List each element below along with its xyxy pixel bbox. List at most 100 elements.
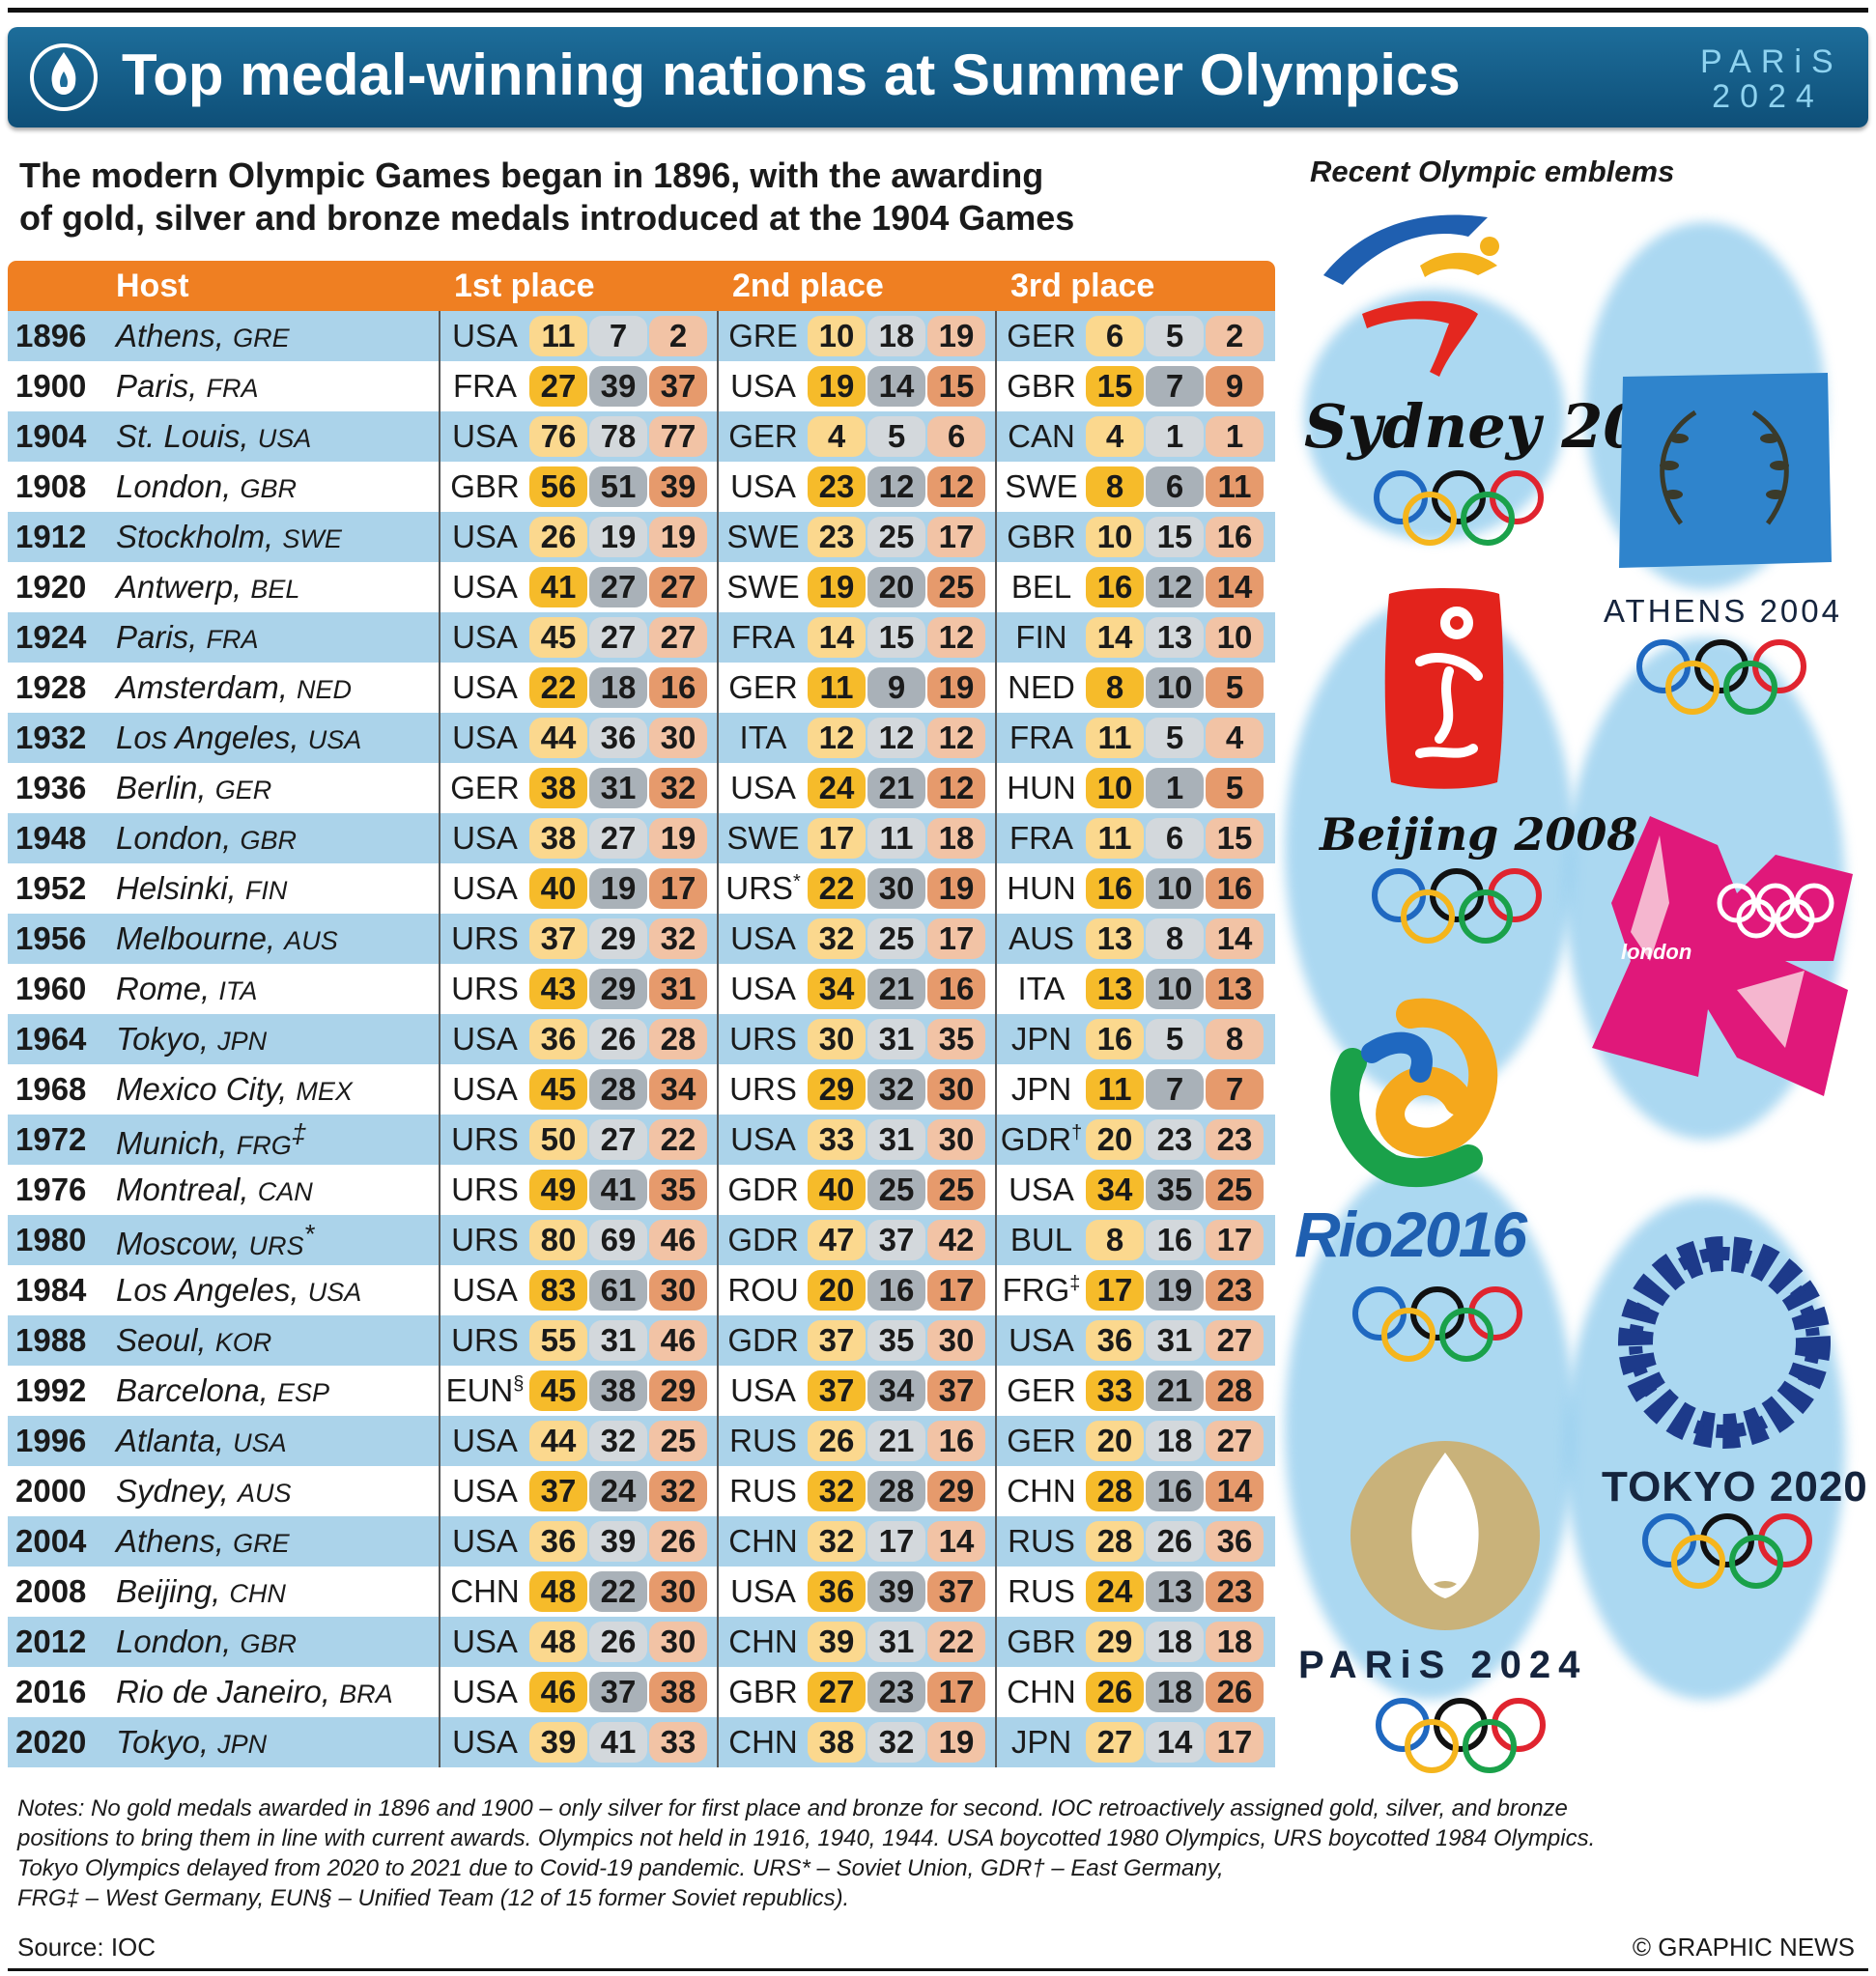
bronze-count: 37 <box>927 1370 985 1411</box>
silver-count: 51 <box>589 466 647 507</box>
silver-count: 21 <box>867 768 925 808</box>
gold-count: 34 <box>808 969 866 1009</box>
gold-count: 49 <box>529 1170 587 1210</box>
host-country-code: GRE <box>233 1529 290 1558</box>
header-2nd-place: 2nd place <box>732 268 884 304</box>
year-cell: 1992 <box>15 1372 87 1408</box>
paris-label: PARiS 2024 <box>1298 1644 1588 1686</box>
place-3-group: ITA 13 10 13 <box>995 964 1273 1014</box>
nation-code: USA <box>452 1674 518 1709</box>
year-cell: 1900 <box>15 368 87 404</box>
gold-count: 11 <box>1086 1069 1144 1110</box>
silver-count: 32 <box>867 1722 925 1763</box>
year-cell: 1976 <box>15 1171 87 1207</box>
bronze-count: 17 <box>927 918 985 959</box>
footnote-mark: ‡ <box>1069 1273 1081 1294</box>
table-row: 1912 Stockholm, SWE USA 26 19 19 SWE 23 25 17 GBR 1… <box>8 512 1275 562</box>
table-row: 1996 Atlanta, USA USA 44 32 25 RUS 26 21 16 GER 20 1… <box>8 1416 1275 1466</box>
place-2-group: CHN 38 32 19 <box>717 1717 995 1767</box>
silver-count: 37 <box>589 1672 647 1712</box>
place-3-group: FRG‡ 17 19 23 <box>995 1265 1273 1315</box>
silver-count: 31 <box>867 1119 925 1160</box>
silver-count: 31 <box>867 1622 925 1662</box>
nation-code: GDR <box>727 1322 799 1358</box>
bronze-count: 25 <box>1206 1170 1264 1210</box>
host-country-code: JPN <box>217 1027 268 1056</box>
silver-count: 16 <box>1146 1471 1204 1511</box>
gold-count: 10 <box>1086 768 1144 808</box>
table-header: Host 1st place 2nd place 3rd place <box>8 261 1275 311</box>
place-2-group: URS 30 31 35 <box>717 1014 995 1064</box>
nation-code: GER <box>1007 1372 1076 1408</box>
bronze-count: 27 <box>649 617 707 658</box>
place-3-group: GBR 15 7 9 <box>995 361 1273 411</box>
nation-code: USA <box>452 870 518 906</box>
table-row: 1972 Munich, FRG‡ URS 50 27 22 USA 33 31 30 GDR† 20… <box>8 1115 1275 1165</box>
bronze-count: 30 <box>649 1622 707 1662</box>
gold-count: 44 <box>529 718 587 758</box>
gold-count: 37 <box>529 918 587 959</box>
silver-count: 12 <box>1146 567 1204 607</box>
gold-count: 38 <box>808 1722 866 1763</box>
gold-count: 24 <box>808 768 866 808</box>
silver-count: 6 <box>1146 818 1204 859</box>
host-city: Sydney, <box>116 1473 238 1509</box>
place-3-group: GER 20 18 27 <box>995 1416 1273 1466</box>
table-row: 2004 Athens, GRE USA 36 39 26 CHN 32 17 14 RUS 28 26… <box>8 1516 1275 1567</box>
place-2-group: FRA 14 15 12 <box>717 612 995 663</box>
gold-count: 36 <box>529 1019 587 1059</box>
gold-count: 28 <box>1086 1521 1144 1562</box>
nation-code: CHN <box>1007 1473 1076 1509</box>
host-city: Tokyo, <box>116 1021 218 1057</box>
host-cell: Paris, FRA <box>104 619 439 656</box>
host-city: Los Angeles, <box>116 720 308 755</box>
place-1-group: USA 36 39 26 <box>439 1516 717 1567</box>
host-cell: Paris, FRA <box>104 368 439 405</box>
bronze-count: 38 <box>649 1672 707 1712</box>
olympic-rings-icon <box>1374 470 1544 546</box>
gold-count: 27 <box>808 1672 866 1712</box>
bronze-count: 19 <box>927 316 985 356</box>
nation-code: FRA <box>1009 820 1073 856</box>
bronze-count: 12 <box>927 768 985 808</box>
nation-code: USA <box>452 720 518 755</box>
olympic-rings-icon <box>1372 868 1542 944</box>
place-1-group: GER 38 31 32 <box>439 763 717 813</box>
place-1-group: URS 55 31 46 <box>439 1315 717 1366</box>
gold-count: 15 <box>1086 366 1144 407</box>
nation-code: HUN <box>1007 870 1076 906</box>
host-country-code: MEX <box>296 1077 353 1106</box>
bronze-count: 13 <box>1206 969 1264 1009</box>
silver-count: 26 <box>589 1019 647 1059</box>
nation-code: USA <box>452 519 518 554</box>
gold-count: 36 <box>1086 1320 1144 1361</box>
bronze-count: 17 <box>1206 1220 1264 1260</box>
nation-code: GBR <box>1007 368 1076 404</box>
table-row: 1924 Paris, FRA USA 45 27 27 FRA 14 15 12 FIN 14 13 1… <box>8 612 1275 663</box>
year-cell: 1920 <box>15 569 87 605</box>
silver-count: 14 <box>867 366 925 407</box>
gold-count: 23 <box>808 517 866 557</box>
host-city: Athens, <box>116 1523 234 1559</box>
bronze-count: 19 <box>927 667 985 708</box>
nation-code: USA <box>452 1623 518 1659</box>
bronze-count: 17 <box>649 868 707 909</box>
nation-code: GBR <box>728 1674 798 1709</box>
nation-code: USA <box>730 1121 796 1157</box>
nation-code: USA <box>730 770 796 805</box>
year-cell: 1980 <box>15 1222 87 1257</box>
place-1-group: USA 44 36 30 <box>439 713 717 763</box>
gold-count: 48 <box>529 1622 587 1662</box>
credit: © GRAPHIC NEWS <box>1632 1933 1855 1962</box>
host-city: Melbourne, <box>116 920 285 956</box>
nation-code: CAN <box>1008 418 1075 454</box>
gold-count: 23 <box>808 466 866 507</box>
nation-code: FRA <box>1009 720 1073 755</box>
bronze-count: 30 <box>649 1270 707 1311</box>
table-row: 1900 Paris, FRA FRA 27 39 37 USA 19 14 15 GBR 15 7 9 <box>8 361 1275 411</box>
host-country-code: SWE <box>282 524 342 553</box>
nation-code: USA <box>730 468 796 504</box>
nation-code: GDR <box>727 1222 799 1257</box>
host-country-code: USA <box>257 424 312 453</box>
place-3-group: FIN 14 13 10 <box>995 612 1273 663</box>
